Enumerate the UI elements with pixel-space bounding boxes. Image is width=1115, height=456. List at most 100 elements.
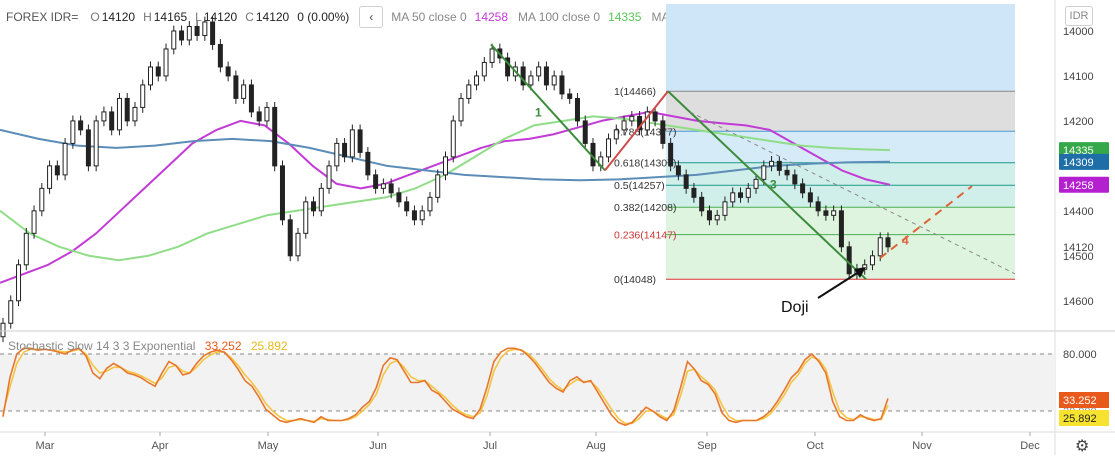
candle-body — [93, 120, 99, 167]
candle-body — [761, 165, 767, 180]
month-label: Sep — [697, 440, 717, 452]
fib-band-1 — [666, 131, 1015, 163]
candle-body — [210, 21, 216, 45]
doji-arrow-line — [817, 269, 863, 299]
fib-label-0: 1(14466) — [614, 86, 656, 98]
ma100-legend[interactable]: MA 100 close 0 14335 — [518, 10, 641, 24]
collapse-legend-button[interactable]: ‹ — [359, 6, 384, 28]
candle-body — [683, 174, 689, 189]
stoch-badge-1 — [1059, 410, 1109, 426]
candle-body — [8, 300, 14, 324]
candle-body — [311, 201, 317, 212]
month-label: Oct — [806, 440, 823, 452]
candle-body — [699, 196, 705, 212]
fib-band-3 — [666, 185, 1015, 208]
candle-body — [629, 115, 635, 122]
candle-body — [769, 160, 775, 167]
candle-body — [567, 93, 573, 99]
candle-body — [334, 142, 340, 167]
symbol-label: FOREX IDR= — [6, 10, 79, 24]
candle-body — [54, 165, 60, 176]
ma100-value: 14335 — [608, 10, 642, 24]
candle-body — [652, 111, 658, 122]
candle-body — [419, 210, 425, 221]
candle-body — [357, 129, 363, 153]
low-label: L — [195, 10, 202, 24]
doji-label: Doji — [781, 299, 809, 316]
candle-body — [148, 66, 153, 86]
candle-body — [233, 75, 239, 99]
candle-body — [807, 192, 813, 203]
candle-body — [536, 66, 542, 77]
stoch-badge-0 — [1059, 392, 1109, 408]
month-label: May — [258, 440, 279, 452]
price-badge-2 — [1059, 176, 1109, 193]
price-badge-1 — [1059, 153, 1109, 170]
ma100-label: MA 100 close 0 — [518, 10, 601, 24]
candle-body — [574, 97, 580, 122]
candle-body — [186, 25, 192, 41]
candle-body — [745, 187, 751, 198]
candle-body — [582, 120, 588, 144]
candle-body — [62, 142, 68, 176]
candle-body — [318, 187, 324, 212]
wave2-line — [604, 90, 669, 171]
candle-body — [675, 165, 681, 176]
ma50-legend[interactable]: MA 50 close 0 14258 — [391, 10, 508, 24]
candle-body — [823, 210, 829, 216]
candle-body — [342, 142, 348, 158]
candle-body — [706, 210, 712, 221]
candle-body — [241, 84, 247, 99]
candle-body — [85, 129, 91, 167]
candle-body — [295, 232, 301, 257]
wave1-line — [490, 43, 606, 172]
stoch-band — [0, 354, 1055, 411]
candle-body — [427, 196, 433, 212]
candle-body — [784, 169, 790, 176]
stochastic-k-value: 33.252 — [204, 339, 242, 353]
candle-body — [714, 214, 720, 221]
candle-body — [792, 174, 798, 185]
wave-4-label: 4 — [902, 234, 909, 248]
candle-body — [202, 21, 208, 36]
candle-body — [776, 160, 782, 171]
candle-body — [450, 120, 456, 158]
fib-label-4: 0.382(14208) — [614, 202, 676, 214]
candle-body — [396, 192, 402, 203]
candle-body — [466, 84, 472, 99]
month-label: Jun — [369, 440, 387, 452]
stochastic-d-value: 25.892 — [250, 339, 288, 353]
candle-body — [815, 201, 821, 212]
wave4-projection-line — [879, 185, 973, 259]
stoch-badge-text-1: 25.892 — [1063, 413, 1097, 425]
candle-body — [885, 237, 891, 248]
candle-body — [474, 75, 480, 86]
candle-body — [179, 30, 185, 41]
candle-body — [31, 210, 37, 234]
change-value: 0 (0.00%) — [297, 10, 350, 24]
candle-body — [489, 48, 495, 63]
price-tick: 14600 — [1063, 296, 1094, 308]
candle-body — [23, 232, 29, 266]
candle-body — [435, 174, 441, 198]
candle-body — [505, 57, 511, 77]
candle-body — [272, 106, 278, 167]
candle-body — [116, 97, 122, 131]
currency-button[interactable]: IDR — [1065, 6, 1093, 26]
fib-label-2: 0.618(14307) — [614, 158, 676, 170]
settings-gear-icon[interactable]: ⚙ — [1075, 438, 1090, 455]
candle-body — [70, 120, 76, 144]
open-label: O — [90, 10, 100, 24]
chevron-left-icon: ‹ — [369, 10, 374, 24]
candle-body — [520, 66, 526, 86]
candle-body — [831, 210, 837, 216]
candle-body — [458, 97, 464, 122]
close-value: 14120 — [255, 10, 290, 24]
wave-1-label: 1 — [535, 105, 542, 119]
candle-body — [132, 106, 138, 122]
open-value: 14120 — [101, 10, 136, 24]
candle-body — [691, 187, 697, 198]
stochastic-legend[interactable]: Stochastic Slow 14 3 3 Exponential 33.25… — [8, 339, 288, 353]
candle-body — [613, 129, 619, 140]
